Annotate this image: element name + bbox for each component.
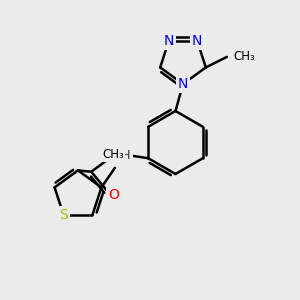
Text: O: O <box>108 188 119 202</box>
Text: CH₃: CH₃ <box>233 50 255 63</box>
Text: N: N <box>178 77 188 91</box>
Text: N: N <box>192 34 202 48</box>
Text: N: N <box>164 34 174 48</box>
Text: CH₃: CH₃ <box>103 148 124 161</box>
Text: S: S <box>59 208 68 222</box>
Text: NH: NH <box>111 149 131 162</box>
